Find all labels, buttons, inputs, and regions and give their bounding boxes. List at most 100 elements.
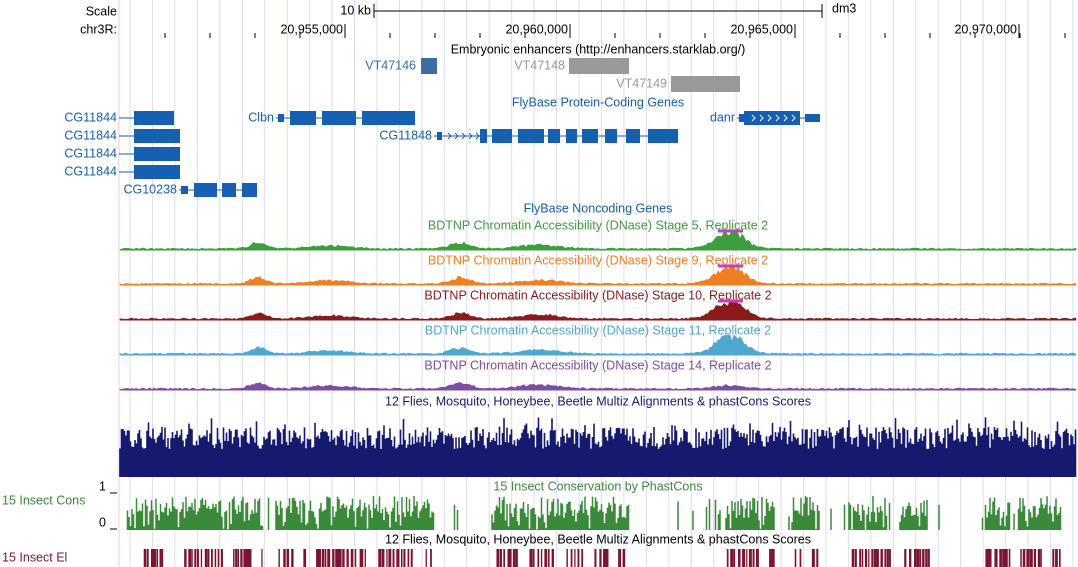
element [233, 549, 235, 567]
element [339, 549, 342, 567]
element [574, 549, 576, 567]
exon[interactable] [168, 165, 180, 179]
element [425, 549, 427, 567]
enhancer[interactable] [671, 76, 740, 92]
element [1004, 549, 1008, 567]
element [364, 549, 366, 567]
element [243, 549, 247, 567]
exon[interactable] [168, 129, 180, 143]
element [771, 549, 775, 567]
element [512, 549, 516, 567]
exon[interactable] [194, 183, 217, 197]
element [150, 549, 155, 567]
element [544, 549, 548, 567]
element [618, 549, 622, 567]
element [599, 549, 602, 567]
element [925, 549, 928, 567]
gene-label[interactable]: CG10238 [123, 182, 177, 196]
track-title[interactable]: BDTNP Chromatin Accessibility (DNase) St… [424, 288, 771, 302]
element [875, 549, 879, 567]
exon[interactable] [744, 111, 800, 125]
exon[interactable] [626, 129, 640, 143]
track-title[interactable]: 12 Flies, Mosquito, Honeybee, Beetle Mul… [385, 394, 811, 408]
track-title[interactable]: Embryonic enhancers (http://enhancers.st… [451, 42, 746, 56]
track-title[interactable]: BDTNP Chromatin Accessibility (DNase) St… [425, 323, 771, 337]
element [240, 549, 243, 567]
gene-label[interactable]: Clbn [248, 110, 274, 124]
element [1037, 549, 1041, 567]
track-title[interactable]: 12 Flies, Mosquito, Honeybee, Beetle Mul… [385, 532, 811, 546]
exon[interactable] [362, 111, 415, 125]
element [324, 549, 327, 567]
exon[interactable] [168, 147, 180, 161]
exon[interactable] [166, 111, 174, 125]
track-title[interactable]: BDTNP Chromatin Accessibility (DNase) St… [424, 358, 771, 372]
element [499, 549, 502, 567]
element [746, 549, 748, 567]
gene-label[interactable]: CG11844 [64, 146, 117, 160]
exon[interactable] [582, 129, 598, 143]
element [811, 549, 815, 567]
exon[interactable] [134, 147, 168, 161]
track-title[interactable]: BDTNP Chromatin Accessibility (DNase) St… [428, 218, 768, 232]
strand-arrow [461, 132, 466, 140]
exon[interactable] [492, 129, 512, 143]
element [143, 549, 147, 567]
element [547, 549, 550, 567]
exon[interactable] [134, 129, 168, 143]
element [401, 549, 403, 567]
exon[interactable] [648, 129, 678, 143]
side-label[interactable]: 15 Insect El [2, 550, 67, 564]
exon[interactable] [134, 165, 168, 179]
element [1055, 549, 1058, 567]
exon[interactable] [134, 111, 166, 125]
exon[interactable] [805, 114, 820, 122]
gene-label[interactable]: CG11844 [64, 164, 117, 178]
exon[interactable] [242, 183, 257, 197]
gene-label[interactable]: CG11848 [379, 128, 432, 142]
element [859, 549, 862, 567]
element [1033, 549, 1037, 567]
enhancer-label[interactable]: VT47148 [514, 58, 565, 72]
axis-label: 1 [99, 479, 106, 493]
exon[interactable] [518, 129, 544, 143]
enhancer-label[interactable]: VT47149 [616, 76, 667, 90]
element [748, 549, 752, 567]
element [873, 549, 877, 567]
element [207, 549, 210, 567]
gene-label[interactable]: CG11844 [64, 128, 117, 142]
chrom-label: chr3R: [80, 22, 117, 36]
exon[interactable] [222, 183, 236, 197]
gene-label[interactable]: CG11844 [64, 110, 117, 124]
exon[interactable] [739, 114, 744, 122]
element [350, 549, 354, 567]
element [154, 549, 157, 567]
enhancer[interactable] [421, 58, 437, 74]
side-label[interactable]: 15 Insect Cons [2, 493, 85, 507]
strand-arrow [447, 132, 452, 140]
track-title[interactable]: FlyBase Noncoding Genes [524, 201, 673, 215]
exon[interactable] [605, 129, 617, 143]
exon[interactable] [480, 129, 487, 143]
exon[interactable] [278, 114, 284, 122]
gene-label[interactable]: danr [710, 110, 735, 124]
exon[interactable] [437, 132, 442, 140]
exon[interactable] [181, 186, 188, 194]
element [532, 549, 535, 567]
enhancer-label[interactable]: VT47146 [365, 58, 416, 72]
exon[interactable] [322, 111, 356, 125]
exon[interactable] [548, 129, 560, 143]
element [392, 549, 395, 567]
element [342, 549, 345, 567]
exon[interactable] [566, 129, 577, 143]
exon[interactable] [290, 111, 316, 125]
strand-arrow [775, 114, 780, 122]
element [359, 549, 363, 567]
track-title[interactable]: 15 Insect Conservation by PhastCons [493, 479, 702, 493]
track-title[interactable]: BDTNP Chromatin Accessibility (DNase) St… [428, 253, 768, 267]
element [161, 549, 164, 567]
element [191, 549, 193, 567]
enhancer[interactable] [569, 58, 629, 74]
track-title[interactable]: FlyBase Protein-Coding Genes [512, 95, 684, 109]
